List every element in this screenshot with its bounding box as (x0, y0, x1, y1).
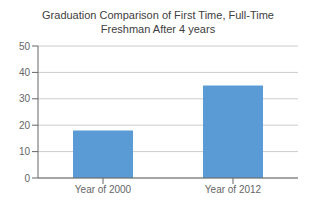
svg-text:Year of 2000: Year of 2000 (75, 184, 132, 195)
svg-text:30: 30 (19, 93, 31, 104)
html-text:Freshman After 4 years: Freshman After 4 years (100, 23, 216, 35)
svg-text:Year of 2012: Year of 2012 (205, 184, 262, 195)
svg-text:0: 0 (24, 173, 30, 184)
svg-text:10: 10 (19, 146, 31, 157)
svg-text:50: 50 (19, 41, 31, 52)
html-text:Graduation Comparison of First: Graduation Comparison of First Time, Ful… (42, 9, 274, 21)
svg-text:40: 40 (19, 67, 31, 78)
svg-text:20: 20 (19, 120, 31, 131)
